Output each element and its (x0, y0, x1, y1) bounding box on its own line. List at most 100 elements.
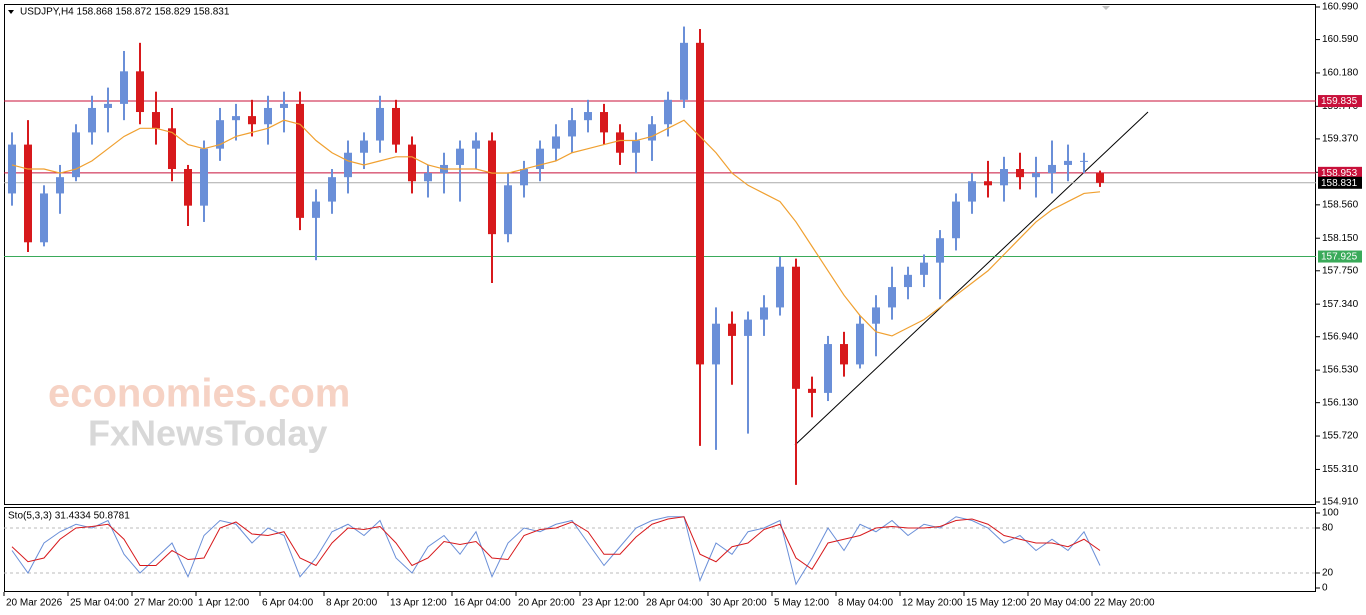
x-tick-label: 30 Apr 20:00 (710, 598, 767, 609)
candle-body (168, 128, 176, 170)
candle-body (776, 266, 784, 308)
candle-body (456, 148, 464, 165)
candle-body (824, 344, 832, 393)
candle-body (408, 144, 416, 182)
candle-body (648, 124, 656, 141)
y-tick-label: 160.590 (1322, 34, 1359, 45)
candle-body (888, 287, 896, 308)
level-label: 157.925 (1321, 252, 1358, 263)
shift-marker (1102, 6, 1110, 10)
level-label-box (1318, 95, 1362, 108)
indicator-panel (4, 507, 1316, 592)
candle-body (344, 152, 352, 178)
candle-body (216, 120, 224, 149)
y-tick-label: 158.560 (1322, 199, 1359, 210)
candle-body (56, 177, 64, 194)
level-label-box (1318, 166, 1362, 179)
y-tick-label: 160.990 (1322, 2, 1359, 13)
candle-body (1064, 160, 1072, 165)
moving-average (11, 119, 1101, 337)
candle-body (936, 238, 944, 263)
level-label-box (1318, 176, 1362, 189)
candle-body (744, 319, 752, 336)
candle-body (664, 99, 672, 125)
candle-body (1048, 164, 1056, 174)
main-panel (4, 4, 1316, 505)
y-tick-label: 156.130 (1322, 397, 1359, 408)
candle-body (200, 148, 208, 206)
candle-body (312, 201, 320, 218)
x-tick-label: 1 Apr 12:00 (198, 598, 250, 609)
x-tick-label: 15 May 12:00 (966, 598, 1027, 609)
candle-body (1032, 173, 1040, 178)
candle-body (760, 307, 768, 320)
y-tick-label: 154.910 (1322, 497, 1359, 508)
candle-body (712, 323, 720, 365)
candle-body (136, 71, 144, 113)
candle-body (568, 120, 576, 137)
candle-body (952, 201, 960, 239)
candle-body (8, 144, 16, 194)
x-tick-label: 13 Apr 12:00 (390, 598, 447, 609)
y-tick-label: 155.310 (1322, 464, 1359, 475)
candle-body (616, 132, 624, 153)
candle-body (968, 181, 976, 202)
chart-title: USDJPY,H4 158.868 158.872 158.829 158.83… (20, 7, 230, 18)
indicator-tick-label: 20 (1322, 568, 1334, 579)
candle-body (1096, 173, 1104, 183)
candle-body (120, 71, 128, 104)
candle-body (728, 323, 736, 336)
indicator-line (11, 516, 1101, 570)
x-tick-label: 28 Apr 04:00 (646, 598, 703, 609)
x-tick-label: 25 Mar 04:00 (70, 598, 129, 609)
candle-body (520, 169, 528, 186)
watermark: economies.com (48, 372, 350, 416)
candle-body (360, 140, 368, 153)
y-tick-label: 155.720 (1322, 431, 1359, 442)
indicator-tick-label: 100 (1322, 508, 1339, 519)
candle-body (584, 112, 592, 121)
x-tick-label: 5 May 12:00 (774, 598, 829, 609)
candle-body (392, 107, 400, 145)
y-tick-label: 160.180 (1322, 68, 1359, 79)
candle-body (1016, 169, 1024, 178)
candle-body (1080, 160, 1088, 162)
candle-body (488, 140, 496, 235)
x-tick-label: 20 May 04:00 (1030, 598, 1091, 609)
candle-body (904, 274, 912, 288)
candle-body (984, 181, 992, 186)
candle-body (376, 107, 384, 141)
indicator-tick-label: 80 (1322, 523, 1334, 534)
x-tick-label: 12 May 20:00 (902, 598, 963, 609)
x-tick-label: 20 Mar 2026 (6, 598, 63, 609)
candle-body (296, 103, 304, 218)
x-tick-label: 20 Apr 20:00 (518, 598, 575, 609)
y-tick-label: 159.370 (1322, 134, 1359, 145)
indicator-label: Sto(5,3,3) 31.4334 50.8781 (8, 511, 130, 522)
x-tick-label: 22 May 20:00 (1094, 598, 1155, 609)
y-tick-label: 157.340 (1322, 299, 1359, 310)
level-label: 159.835 (1321, 96, 1358, 107)
candle-body (40, 193, 48, 243)
candle-body (552, 136, 560, 149)
candle-body (328, 177, 336, 202)
candle-body (920, 262, 928, 275)
level-label-box (1318, 250, 1362, 263)
x-tick-label: 27 Mar 20:00 (134, 598, 193, 609)
candle-body (104, 103, 112, 108)
candle-body (536, 148, 544, 170)
menu-arrow[interactable] (8, 10, 14, 14)
candle-body (680, 42, 688, 100)
x-tick-label: 16 Apr 04:00 (454, 598, 511, 609)
candle-body (1000, 169, 1008, 186)
candle-body (24, 144, 32, 243)
candle-body (88, 107, 96, 133)
x-tick-label: 8 Apr 20:00 (326, 598, 378, 609)
y-tick-label: 156.940 (1322, 331, 1359, 342)
y-tick-label: 157.750 (1322, 265, 1359, 276)
indicator-tick-label: 0 (1322, 583, 1328, 594)
candle-body (184, 169, 192, 206)
candle-body (248, 116, 256, 125)
